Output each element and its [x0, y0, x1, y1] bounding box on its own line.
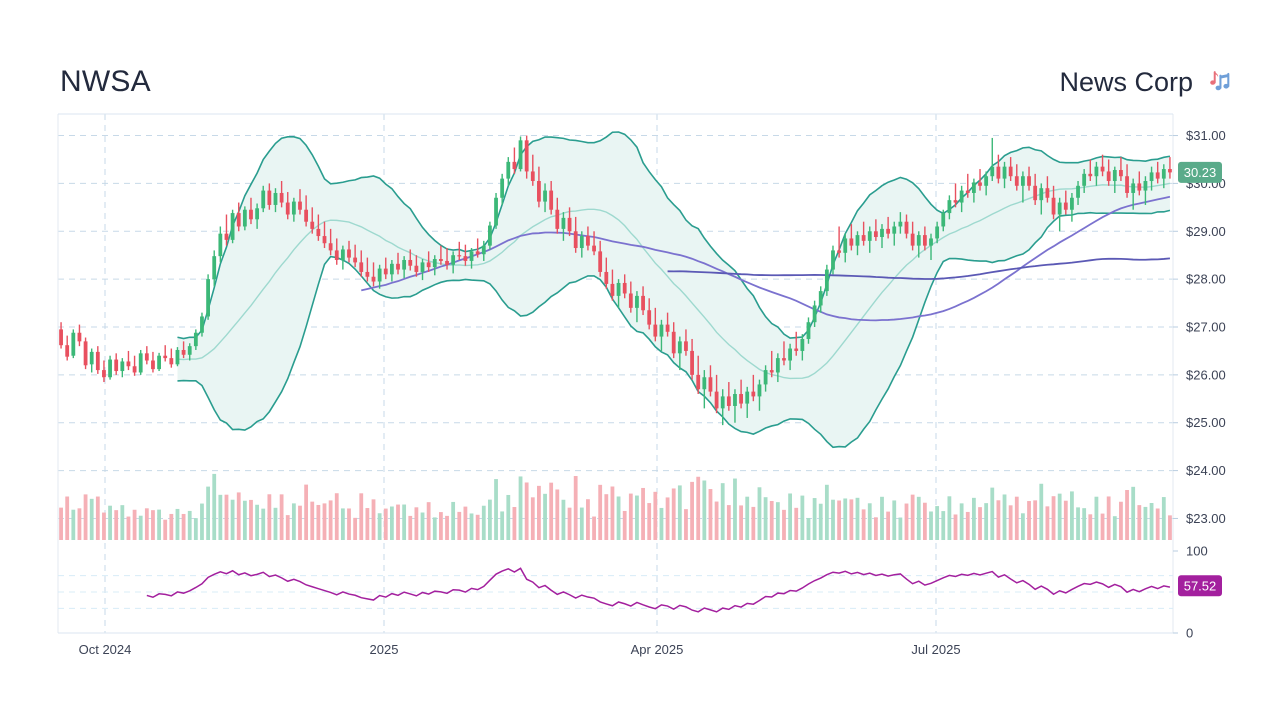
- ticker-symbol: NWSA: [60, 65, 151, 98]
- price-value-badge: 30.23: [1178, 161, 1222, 183]
- rsi-series: [146, 567, 1171, 613]
- svg-text:30.23: 30.23: [1184, 165, 1217, 180]
- price-axis-tick: $29.00: [1186, 224, 1226, 239]
- price-axis-tick: $23.00: [1186, 511, 1226, 526]
- value-badges: 30.23 57.52: [1178, 161, 1222, 597]
- svg-text:57.52: 57.52: [1184, 578, 1217, 593]
- price-axis-tick: $25.00: [1186, 415, 1226, 430]
- price-axis-tick: $28.00: [1186, 272, 1226, 287]
- volume-series: [59, 473, 1172, 540]
- candlestick-series: [59, 135, 1172, 426]
- moving-averages: [177, 182, 1171, 380]
- date-axis-tick: Oct 2024: [79, 642, 132, 657]
- bollinger-fill: [177, 132, 1170, 448]
- rsi-axis-tick: 100: [1186, 544, 1208, 559]
- company-block: News Corp: [1059, 60, 1233, 104]
- chart-header: NWSA News Corp: [0, 0, 1280, 108]
- price-axis-tick: $27.00: [1186, 320, 1226, 335]
- price-axis-tick: $26.00: [1186, 367, 1226, 382]
- rsi-axis-tick: 0: [1186, 626, 1193, 641]
- date-axis-tick: Jul 2025: [911, 642, 960, 657]
- rsi-value-badge: 57.52: [1178, 575, 1222, 597]
- company-name: News Corp: [1059, 67, 1193, 97]
- date-axis-tick: 2025: [370, 642, 399, 657]
- date-axis-tick: Apr 2025: [631, 642, 684, 657]
- music-notes-icon: [1210, 71, 1230, 91]
- axis-layer: $31.00$30.00$29.00$28.00$27.00$26.00$25.…: [79, 128, 1226, 657]
- price-axis-tick: $31.00: [1186, 128, 1226, 143]
- price-axis-tick: $24.00: [1186, 463, 1226, 478]
